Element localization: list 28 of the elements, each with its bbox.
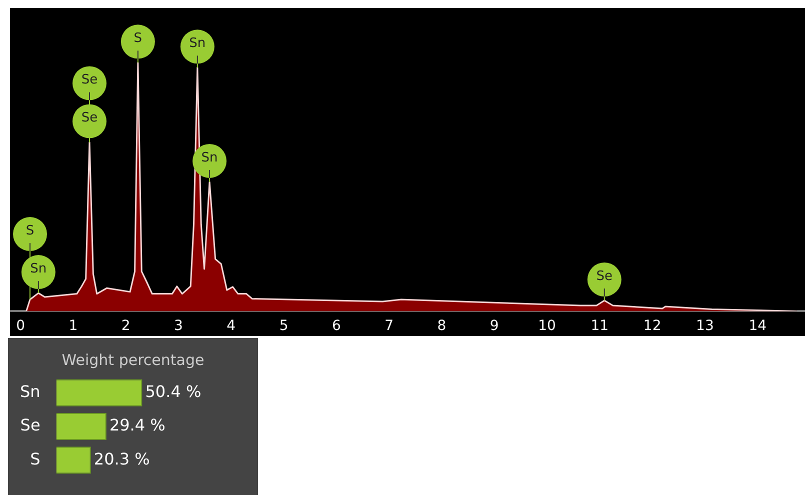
y-tick-label: Se bbox=[20, 416, 40, 435]
x-tick-label: 3 bbox=[174, 318, 183, 334]
data-label: 20.3 % bbox=[94, 449, 150, 468]
annotation: S bbox=[134, 31, 142, 46]
x-tick-label: 4 bbox=[226, 318, 236, 334]
x-tick-label: 11 bbox=[590, 318, 609, 334]
x-tick-label: 1 bbox=[68, 318, 78, 334]
x-tick-label: 14 bbox=[748, 318, 767, 334]
x-tick-label: 13 bbox=[696, 318, 714, 334]
x-tick-label: 8 bbox=[437, 318, 446, 334]
x-tick-label: 6 bbox=[332, 318, 341, 334]
x-tick-label: 5 bbox=[279, 318, 288, 334]
annotation: Se bbox=[596, 268, 613, 284]
x-tick-label: 7 bbox=[384, 318, 394, 334]
x-tick-label: 2 bbox=[121, 318, 130, 334]
x-tick-label: 12 bbox=[643, 318, 662, 334]
data-label: 50.4 % bbox=[145, 382, 202, 401]
x-tick-label: 9 bbox=[490, 318, 499, 334]
x-tick-label: 10 bbox=[538, 318, 556, 334]
data-label: 29.4 % bbox=[109, 416, 166, 435]
annotation: Sn bbox=[201, 150, 218, 166]
y-tick-label: Sn bbox=[20, 382, 40, 401]
chart-title: Weight percentage bbox=[62, 350, 204, 369]
annotation: Se bbox=[81, 72, 98, 88]
annotation: Se bbox=[81, 110, 98, 126]
annotation: Sn bbox=[189, 36, 206, 52]
x-tick-label: 0 bbox=[16, 318, 25, 334]
y-tick-label: S bbox=[30, 449, 40, 468]
